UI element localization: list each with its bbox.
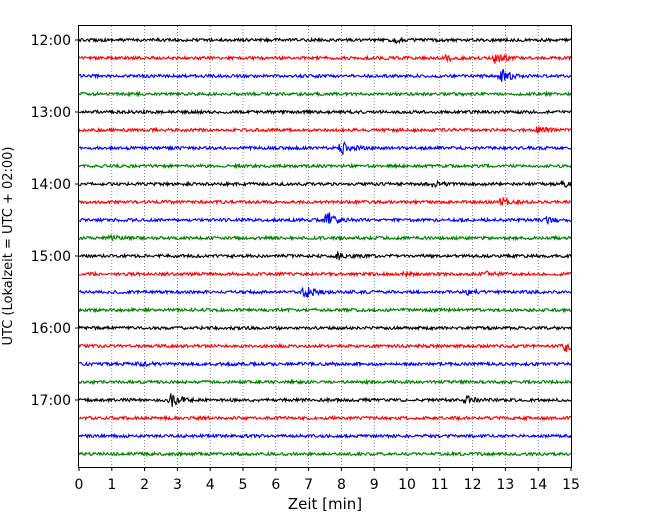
y-axis: 12:00 13:00 14:00 15:00 16:00 17:00: [31, 33, 79, 409]
x-tick-label: 14: [529, 477, 547, 493]
x-tick-label: 9: [370, 477, 379, 493]
seismogram-trace: [78, 162, 572, 170]
seismogram-trace: [78, 250, 572, 262]
trace-layer: [78, 35, 572, 458]
seismogram-trace: [78, 342, 572, 353]
seismogram-trace: [78, 212, 572, 226]
x-axis: 0 1 2 3 4 5 6 7 8 9 10 11 12 13 14 15: [75, 467, 580, 493]
seismogram-trace: [78, 35, 572, 45]
x-tick-label: 3: [173, 477, 182, 493]
seismogram-trace: [78, 108, 572, 116]
seismogram-trace: [78, 306, 572, 314]
y-tick-label: 17:00: [31, 393, 71, 409]
seismogram-trace: [78, 378, 572, 386]
x-axis-label: Zeit [min]: [288, 495, 362, 513]
x-tick-label: 12: [464, 477, 482, 493]
seismogram-trace: [78, 450, 572, 458]
seismogram-trace: [78, 179, 572, 188]
seismogram-trace: [79, 270, 572, 278]
x-tick-label: 4: [206, 477, 215, 493]
x-tick-label: 1: [107, 477, 116, 493]
seismogram-trace: [78, 195, 572, 207]
y-tick-label: 13:00: [31, 105, 71, 121]
x-tick-label: 6: [271, 477, 280, 493]
y-axis-label: UTC (Lokalzeit = UTC + 02:00): [1, 147, 16, 346]
seismogram-trace: [78, 432, 572, 440]
seismogram-trace: [78, 414, 572, 422]
seismogram-trace: [78, 324, 572, 332]
seismogram-trace: [79, 287, 572, 299]
x-tick-label: 8: [337, 477, 346, 493]
seismogram-trace: [78, 140, 572, 155]
y-tick-label: 14:00: [31, 177, 71, 193]
seismogram-trace: [78, 360, 572, 368]
x-tick-label: 15: [562, 477, 580, 493]
seismogram-trace: [78, 126, 572, 134]
y-tick-label: 12:00: [31, 33, 71, 49]
x-tick-label: 5: [239, 477, 248, 493]
x-tick-label: 2: [140, 477, 149, 493]
x-tick-label: 13: [496, 477, 514, 493]
seismogram-trace: [78, 90, 572, 98]
seismogram-trace: [78, 393, 572, 407]
x-tick-label: 0: [75, 477, 84, 493]
seismogram-trace: [78, 53, 572, 64]
x-tick-label: 10: [398, 477, 416, 493]
plot-frame: [78, 25, 572, 468]
y-tick-label: 16:00: [31, 321, 71, 337]
seismogram-trace: [78, 234, 572, 242]
x-tick-label: 11: [431, 477, 449, 493]
y-tick-label: 15:00: [31, 249, 71, 265]
seismogram-trace: [78, 68, 572, 82]
x-tick-label: 7: [304, 477, 313, 493]
